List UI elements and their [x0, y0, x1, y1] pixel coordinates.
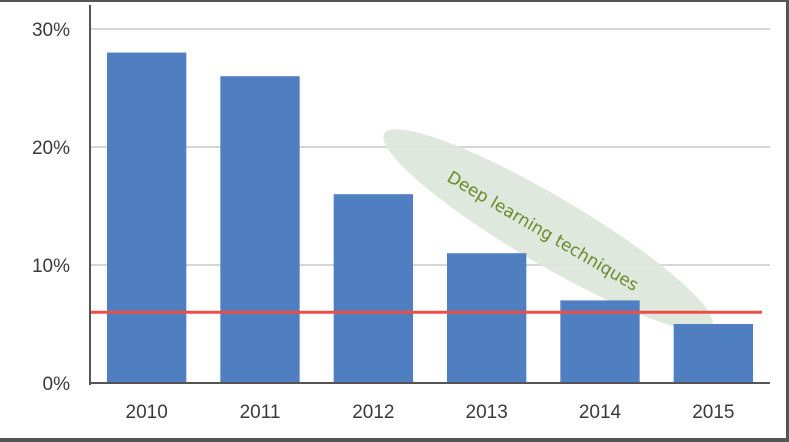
- y-tick-labels: 0% 10% 20% 30%: [32, 20, 70, 395]
- y-tick-label-1: 10%: [32, 256, 70, 277]
- frame-line-top: [0, 0, 789, 2]
- x-tick-label-2012: 2012: [352, 402, 394, 423]
- bar-2012: [333, 194, 413, 383]
- bar-2010: [107, 52, 187, 383]
- x-tick-label-2015: 2015: [692, 402, 734, 423]
- bar-2015: [673, 324, 753, 383]
- bar-2013: [447, 253, 527, 383]
- frame-line-right: [786, 0, 789, 442]
- bars: [107, 52, 753, 383]
- annotation-highlight: [383, 129, 713, 331]
- x-tick-labels: 2010 2011 2012 2013 2014 2015: [126, 402, 735, 423]
- axes: [89, 5, 770, 385]
- y-tick-label-0: 0%: [43, 374, 71, 395]
- annotation-ellipse: [383, 129, 713, 331]
- x-tick-label-2011: 2011: [240, 402, 281, 423]
- x-tick-label-2013: 2013: [466, 402, 508, 423]
- frame-line-bottom: [0, 438, 789, 442]
- bar-2011: [220, 76, 300, 383]
- y-tick-label-3: 30%: [32, 20, 70, 41]
- x-tick-label-2014: 2014: [579, 402, 622, 423]
- x-tick-label-2010: 2010: [126, 402, 168, 423]
- bar-2014: [560, 300, 640, 383]
- y-tick-label-2: 20%: [32, 138, 70, 159]
